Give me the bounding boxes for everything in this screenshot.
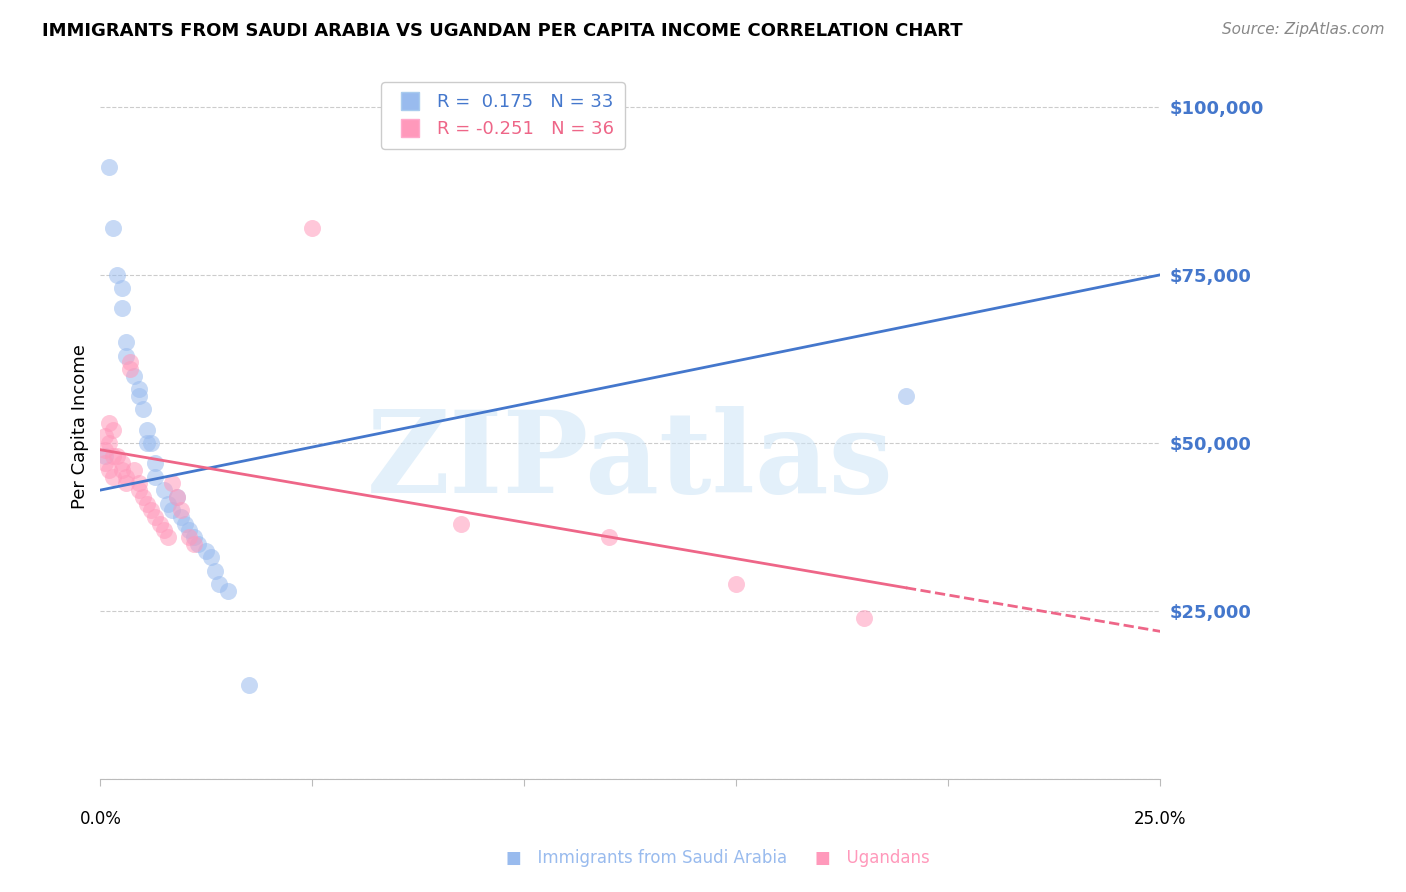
Text: Source: ZipAtlas.com: Source: ZipAtlas.com xyxy=(1222,22,1385,37)
Text: 25.0%: 25.0% xyxy=(1135,810,1187,828)
Point xyxy=(145,510,167,524)
Point xyxy=(166,490,188,504)
Point xyxy=(118,362,141,376)
Point xyxy=(132,490,155,504)
Text: ZIPatlas: ZIPatlas xyxy=(367,406,894,517)
Point xyxy=(450,516,472,531)
Point xyxy=(128,389,150,403)
Point xyxy=(101,423,124,437)
Point xyxy=(187,537,209,551)
Point xyxy=(162,476,184,491)
Point xyxy=(174,516,197,531)
Point xyxy=(97,160,120,174)
Point xyxy=(217,584,239,599)
Point xyxy=(136,436,159,450)
Point xyxy=(128,483,150,497)
Point xyxy=(894,389,917,403)
Point xyxy=(97,463,120,477)
Point xyxy=(93,450,115,464)
Legend: R =  0.175   N = 33, R = -0.251   N = 36: R = 0.175 N = 33, R = -0.251 N = 36 xyxy=(381,82,626,149)
Point xyxy=(183,537,205,551)
Point xyxy=(114,469,136,483)
Point xyxy=(122,463,145,477)
Point xyxy=(145,456,167,470)
Point xyxy=(598,530,620,544)
Point xyxy=(128,476,150,491)
Point xyxy=(141,436,163,450)
Text: IMMIGRANTS FROM SAUDI ARABIA VS UGANDAN PER CAPITA INCOME CORRELATION CHART: IMMIGRANTS FROM SAUDI ARABIA VS UGANDAN … xyxy=(42,22,963,40)
Point xyxy=(105,268,128,282)
Y-axis label: Per Capita Income: Per Capita Income xyxy=(72,343,89,508)
Point xyxy=(132,402,155,417)
Point xyxy=(725,577,748,591)
Point xyxy=(110,301,132,316)
Point xyxy=(128,382,150,396)
Point xyxy=(301,220,323,235)
Point xyxy=(149,516,172,531)
Point xyxy=(97,416,120,430)
Point xyxy=(114,335,136,350)
Point xyxy=(162,503,184,517)
Point xyxy=(200,550,222,565)
Point xyxy=(118,355,141,369)
Point xyxy=(101,469,124,483)
Point xyxy=(141,503,163,517)
Point xyxy=(97,436,120,450)
Point xyxy=(101,220,124,235)
Point xyxy=(110,456,132,470)
Text: 0.0%: 0.0% xyxy=(79,810,121,828)
Point xyxy=(110,463,132,477)
Text: ■   Ugandans: ■ Ugandans xyxy=(815,849,931,867)
Point xyxy=(93,429,115,443)
Point xyxy=(179,530,201,544)
Point xyxy=(153,524,176,538)
Point xyxy=(101,450,124,464)
Point xyxy=(208,577,231,591)
Point xyxy=(183,530,205,544)
Point xyxy=(157,497,180,511)
Point xyxy=(105,450,128,464)
Point xyxy=(110,281,132,295)
Point xyxy=(238,678,260,692)
Point xyxy=(114,476,136,491)
Point xyxy=(136,497,159,511)
Point xyxy=(852,611,875,625)
Point xyxy=(195,543,218,558)
Point xyxy=(153,483,176,497)
Point xyxy=(122,368,145,383)
Point xyxy=(145,469,167,483)
Point xyxy=(93,456,115,470)
Point xyxy=(114,349,136,363)
Point xyxy=(179,524,201,538)
Point xyxy=(170,510,193,524)
Point xyxy=(157,530,180,544)
Point xyxy=(204,564,226,578)
Point xyxy=(166,490,188,504)
Point xyxy=(136,423,159,437)
Text: ■   Immigrants from Saudi Arabia: ■ Immigrants from Saudi Arabia xyxy=(506,849,787,867)
Point xyxy=(93,442,115,457)
Point xyxy=(170,503,193,517)
